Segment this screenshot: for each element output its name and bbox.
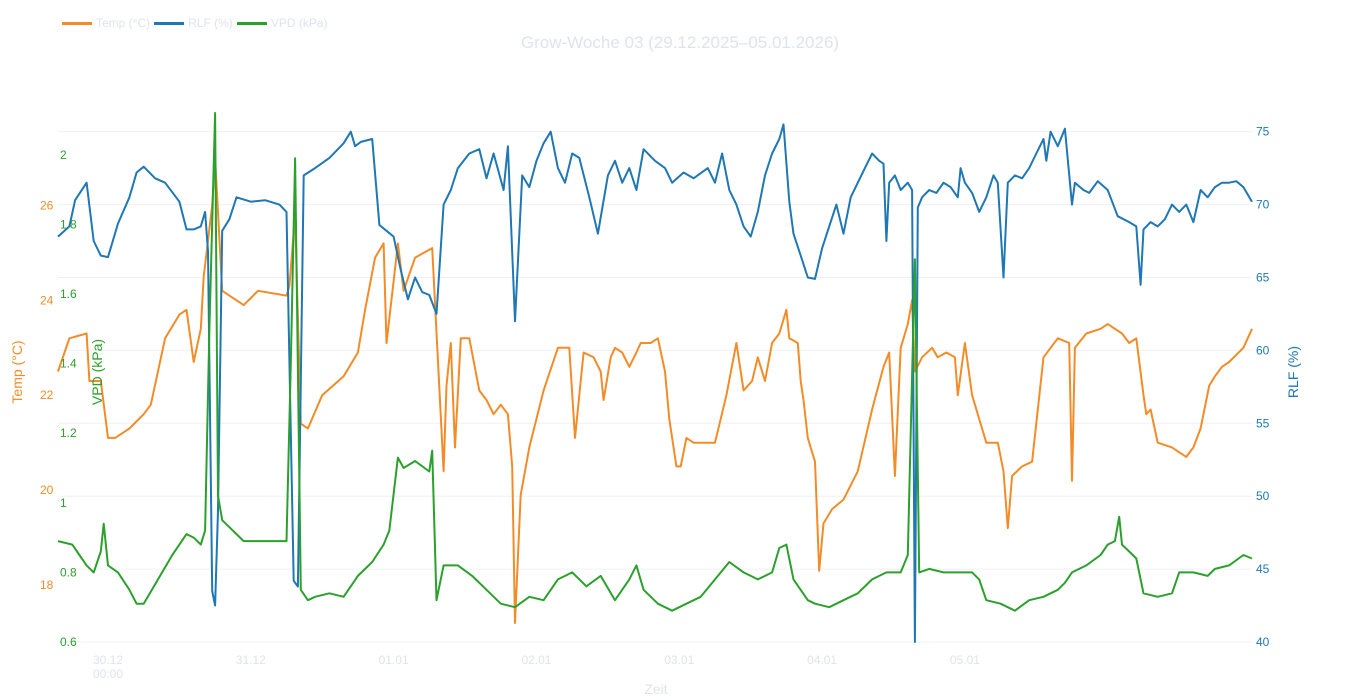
legend-item-rlf[interactable]: RLF (%) xyxy=(154,16,233,30)
rlf-axis-label: RLF (%) xyxy=(1285,346,1301,398)
temp-tick-label: 22 xyxy=(40,388,54,402)
chart-title: Grow-Woche 03 (29.12.2025–05.01.2026) xyxy=(521,33,839,52)
temp-tick-label: 20 xyxy=(40,483,54,497)
vpd-tick-label: 1 xyxy=(60,496,67,510)
legend-item-temp[interactable]: Temp (°C) xyxy=(62,16,150,30)
x-tick-label: 01.01 xyxy=(379,653,409,667)
x-tick-label: 31.12 xyxy=(236,653,266,667)
x-tick-label: 30.12 00:00 xyxy=(93,653,123,681)
rlf-tick-label: 40 xyxy=(1256,635,1270,649)
legend-label-temp: Temp (°C) xyxy=(96,16,151,30)
x-tick-label: 05.01 xyxy=(950,653,980,667)
x-tick-label: 03.01 xyxy=(664,653,694,667)
vpd-tick-label: 1.4 xyxy=(60,357,77,371)
vpd-tick-label: 2 xyxy=(60,148,67,162)
legend: Temp (°C) RLF (%) VPD (kPa) xyxy=(62,16,328,30)
vpd-axis-label: VPD (kPa) xyxy=(89,339,105,405)
vpd-tick-label: 0.8 xyxy=(60,565,77,579)
rlf-tick-label: 50 xyxy=(1256,489,1270,503)
series-line-vpd xyxy=(57,112,1253,612)
legend-item-vpd[interactable]: VPD (kPa) xyxy=(236,16,328,30)
rlf-tick-label: 45 xyxy=(1256,562,1270,576)
tick-layer: 18 20 22 24 26 0.6 0.8 1 1.2 1.4 1.6 1.8 2 40 45 50 55 60… xyxy=(40,125,1270,681)
temp-tick-label: 18 xyxy=(40,578,54,592)
x-tick-label: 02.01 xyxy=(521,653,551,667)
legend-swatch-rlf xyxy=(154,21,185,25)
series-line-temp xyxy=(57,157,1253,624)
vpd-tick-label: 0.6 xyxy=(60,635,77,649)
rlf-tick-label: 75 xyxy=(1256,125,1270,139)
rlf-tick-label: 55 xyxy=(1256,416,1270,430)
vpd-tick-label: 1.6 xyxy=(60,287,77,301)
x-axis-label: Zeit xyxy=(644,681,667,697)
temp-tick-label: 24 xyxy=(40,293,54,307)
rlf-tick-label: 60 xyxy=(1256,343,1270,357)
rlf-tick-label: 65 xyxy=(1256,270,1270,284)
legend-swatch-vpd xyxy=(236,21,267,25)
vpd-tick-label: 1.2 xyxy=(60,426,77,440)
series-line-rlf xyxy=(57,123,1253,643)
x-tick-label: 04.01 xyxy=(807,653,837,667)
temp-axis-label: Temp (°C) xyxy=(9,340,25,403)
gridlines xyxy=(58,131,1252,643)
vpd-tick-label: 1.8 xyxy=(60,217,77,231)
series-layer xyxy=(57,112,1253,643)
legend-label-vpd: VPD (kPa) xyxy=(270,16,328,30)
legend-label-rlf: RLF (%) xyxy=(188,16,233,30)
temp-tick-label: 26 xyxy=(40,198,54,212)
rlf-tick-label: 70 xyxy=(1256,198,1270,212)
legend-swatch-temp xyxy=(62,21,92,25)
